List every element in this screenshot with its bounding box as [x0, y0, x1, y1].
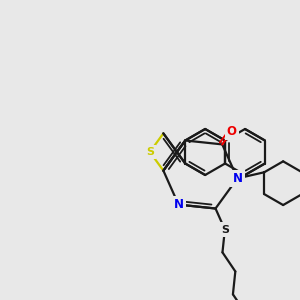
Text: S: S [221, 224, 229, 235]
Text: S: S [146, 147, 154, 157]
Text: N: N [232, 172, 242, 185]
Text: O: O [227, 125, 237, 138]
Text: N: N [173, 198, 184, 211]
